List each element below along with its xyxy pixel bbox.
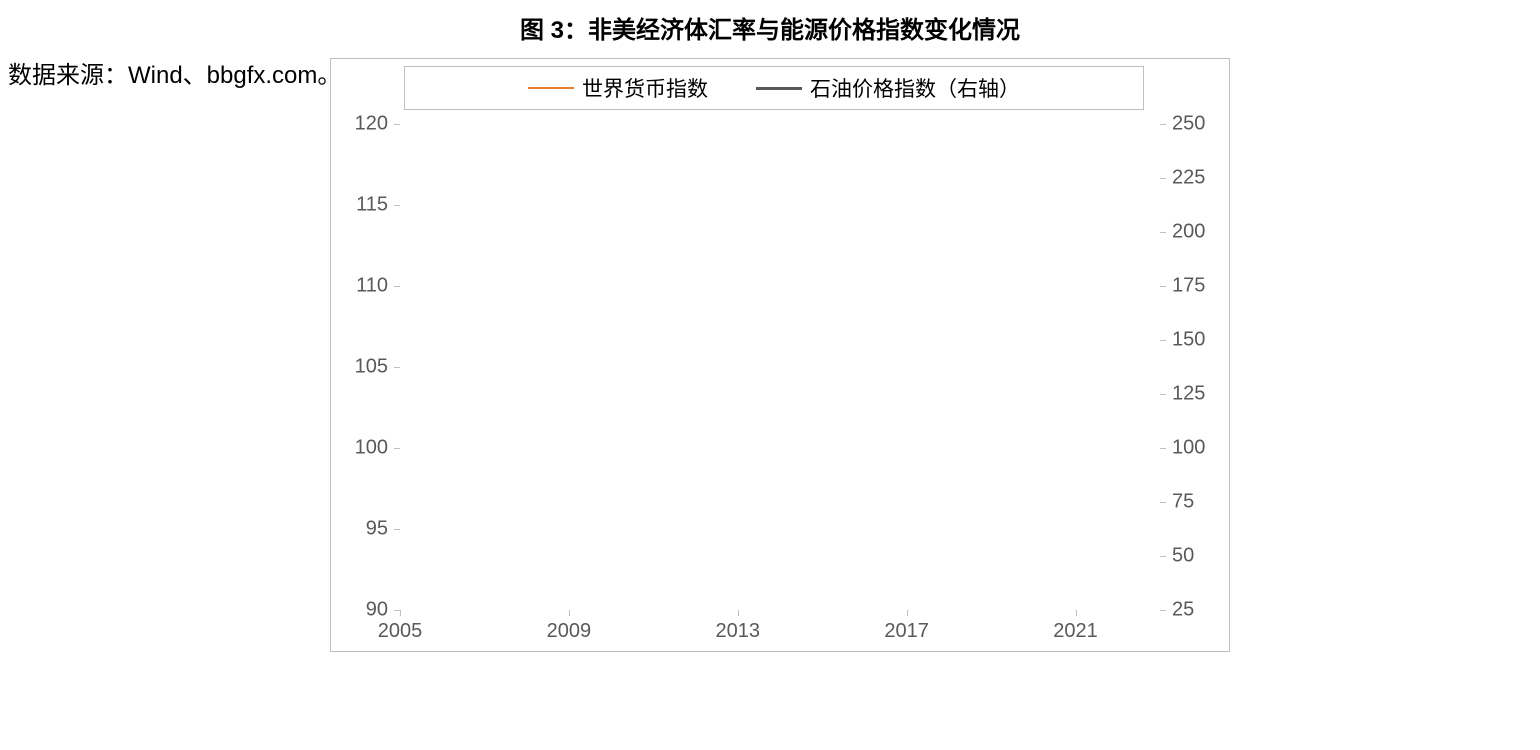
y-left-tick — [394, 529, 400, 530]
y-right-tick — [1160, 178, 1166, 179]
x-label: 2021 — [1053, 620, 1098, 643]
y-right-tick — [1160, 286, 1166, 287]
y-left-label: 120 — [355, 113, 388, 136]
legend-item-1: 世界货币指数 — [528, 73, 708, 103]
y-right-tick — [1160, 610, 1166, 611]
y-right-label: 225 — [1172, 167, 1205, 190]
y-left-label: 105 — [355, 356, 388, 379]
y-left-tick — [394, 448, 400, 449]
y-right-tick — [1160, 340, 1166, 341]
y-left-label: 115 — [356, 194, 388, 217]
y-left-label: 110 — [356, 275, 388, 298]
y-left-tick — [394, 124, 400, 125]
y-right-label: 250 — [1172, 113, 1205, 136]
y-left-label: 90 — [366, 599, 388, 622]
y-right-tick — [1160, 556, 1166, 557]
y-right-label: 25 — [1172, 599, 1194, 622]
legend-swatch-2 — [756, 87, 802, 90]
legend-label-2: 石油价格指数（右轴） — [810, 73, 1020, 103]
y-right-tick — [1160, 448, 1166, 449]
y-left-tick — [394, 367, 400, 368]
y-right-label: 100 — [1172, 437, 1205, 460]
y-right-label: 150 — [1172, 329, 1205, 352]
x-tick — [569, 610, 570, 616]
chart-frame — [330, 58, 1230, 652]
legend-box: 世界货币指数 石油价格指数（右轴） — [404, 66, 1144, 110]
data-source: 数据来源：Wind、bbgfx.com。 — [8, 55, 341, 90]
x-tick — [907, 610, 908, 616]
y-right-label: 175 — [1172, 275, 1205, 298]
y-right-tick — [1160, 394, 1166, 395]
x-label: 2009 — [547, 620, 592, 643]
y-left-tick — [394, 205, 400, 206]
y-right-label: 200 — [1172, 221, 1205, 244]
y-right-tick — [1160, 502, 1166, 503]
y-right-tick — [1160, 124, 1166, 125]
x-label: 2005 — [378, 620, 423, 643]
y-left-label: 100 — [355, 437, 388, 460]
x-label: 2017 — [884, 620, 929, 643]
chart-title: 图 3：非美经济体汇率与能源价格指数变化情况 — [0, 0, 1540, 55]
x-tick — [400, 610, 401, 616]
y-left-tick — [394, 286, 400, 287]
y-right-label: 50 — [1172, 545, 1194, 568]
legend-label-1: 世界货币指数 — [582, 73, 708, 103]
x-tick — [1076, 610, 1077, 616]
y-right-label: 75 — [1172, 491, 1194, 514]
x-label: 2013 — [716, 620, 761, 643]
y-right-label: 125 — [1172, 383, 1205, 406]
x-tick — [738, 610, 739, 616]
legend-swatch-1 — [528, 87, 574, 89]
y-right-tick — [1160, 232, 1166, 233]
legend-item-2: 石油价格指数（右轴） — [756, 73, 1020, 103]
y-left-label: 95 — [366, 518, 388, 541]
